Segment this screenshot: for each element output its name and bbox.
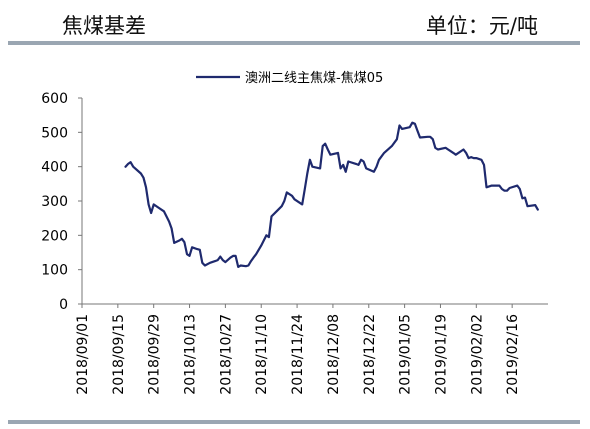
bottom-divider xyxy=(8,420,580,424)
x-tick-label: 2018/10/27 xyxy=(218,314,234,395)
x-tick-label: 2019/02/16 xyxy=(505,314,521,395)
y-tick-label: 500 xyxy=(41,125,68,141)
y-tick-label: 100 xyxy=(41,263,68,279)
y-tick-label: 300 xyxy=(41,194,68,210)
x-tick-label: 2018/12/22 xyxy=(362,314,378,395)
x-tick-label: 2018/11/24 xyxy=(290,314,306,395)
series-line xyxy=(124,121,539,268)
x-tick-label: 2019/01/05 xyxy=(398,314,414,395)
x-tick-label: 2018/09/29 xyxy=(147,314,163,395)
x-tick-label: 2018/11/10 xyxy=(254,314,270,395)
legend-label: 澳洲二线主焦煤-焦煤05 xyxy=(245,70,383,86)
y-tick-label: 0 xyxy=(59,297,68,313)
x-tick-label: 2018/09/15 xyxy=(111,314,127,395)
x-tick-label: 2018/09/01 xyxy=(75,314,91,395)
x-tick-label: 2019/02/02 xyxy=(469,314,485,395)
y-tick-label: 600 xyxy=(41,91,68,107)
y-tick-label: 400 xyxy=(41,160,68,176)
x-tick-label: 2019/01/19 xyxy=(433,314,449,395)
unit-label: 单位：元/吨 xyxy=(425,14,538,38)
x-tick-label: 2018/10/13 xyxy=(183,314,199,395)
x-tick-label: 2018/12/08 xyxy=(326,314,342,395)
y-tick-label: 200 xyxy=(41,228,68,244)
chart-title: 焦煤基差 xyxy=(62,14,146,38)
top-divider xyxy=(8,41,580,45)
